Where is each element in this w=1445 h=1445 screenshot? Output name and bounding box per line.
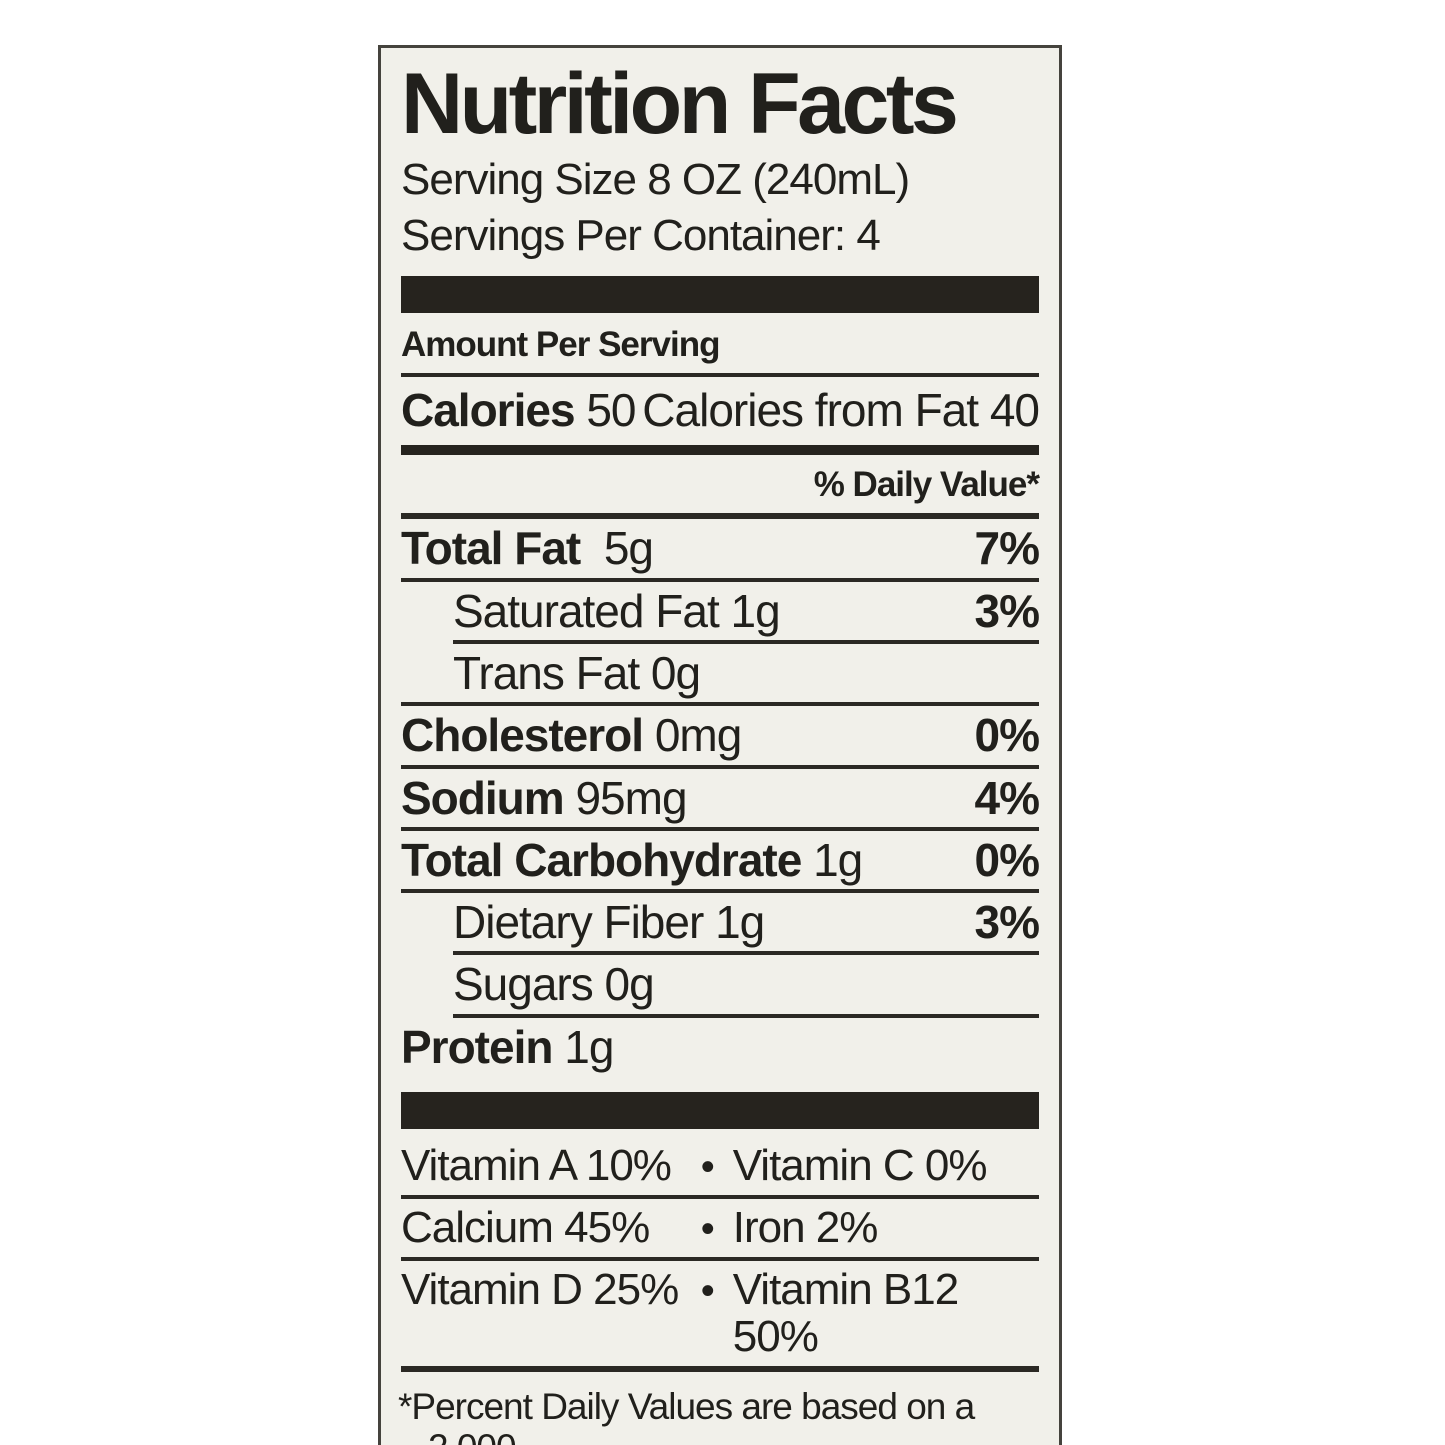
serving-size: Serving Size 8 OZ (240mL): [401, 154, 910, 204]
nutrient-dv: 3%: [974, 896, 1040, 949]
nutrient-row-protein: Protein 1g: [401, 1018, 1039, 1076]
nutrient-dv: 3%: [974, 584, 1040, 637]
calories-label: Calories: [401, 384, 576, 437]
footnote-line: *Percent Daily Values are based on a 2,0…: [398, 1385, 975, 1445]
vitamin-a: Vitamin A 10%: [401, 1140, 672, 1190]
divider-indented: [453, 951, 1039, 956]
vitamin-d: Vitamin D 25%: [401, 1265, 679, 1315]
bullet-separator: •: [700, 1207, 715, 1252]
amount-per-serving-label: Amount Per Serving: [401, 325, 720, 365]
daily-value-header: % Daily Value*: [813, 465, 1040, 505]
divider: [401, 1195, 1039, 1200]
divider: [401, 373, 1039, 378]
daily-value-footnote: *Percent Daily Values are based on a 2,0…: [398, 1385, 1039, 1445]
nutrient-name-amount: Total Carbohydrate 1g: [401, 833, 863, 886]
nutrient-dv: 4%: [974, 771, 1040, 824]
nutrient-name-amount: Sugars 0g: [453, 958, 655, 1011]
divider: [401, 513, 1039, 520]
calcium: Calcium 45%: [401, 1203, 650, 1253]
calories-row: Calories 50 Calories from Fat 40: [401, 377, 1040, 445]
nutrient-row-trans-fat: Trans Fat 0g: [401, 644, 1039, 702]
nutrient-dv: 0%: [974, 709, 1040, 762]
calories-value-group: Calories 50: [401, 383, 636, 437]
divider: [401, 764, 1039, 769]
separator-bar-bottom: [401, 1091, 1039, 1129]
nutrient-name-amount: Cholesterol 0mg: [401, 709, 742, 762]
serving-info: Serving Size 8 OZ (240mL) Servings Per C…: [401, 152, 1039, 265]
divider-indented: [453, 1013, 1039, 1018]
vitamin-row-1: Vitamin A 10% • Vitamin C 0%: [401, 1137, 1039, 1195]
nutrition-facts-label: Nutrition Facts Serving Size 8 OZ (240mL…: [378, 45, 1062, 1445]
divider-medium: [401, 445, 1039, 456]
calories-value: 50: [586, 384, 636, 437]
iron: Iron 2%: [732, 1203, 879, 1253]
nutrient-row-total-fat: Total Fat 5g 7%: [401, 519, 1040, 577]
divider-indented: [453, 639, 1039, 644]
divider: [401, 702, 1039, 707]
divider: [401, 1365, 1039, 1372]
nutrient-dv: 0%: [974, 833, 1040, 886]
bullet-separator: •: [700, 1144, 715, 1189]
nutrient-row-sodium: Sodium 95mg 4%: [401, 769, 1040, 827]
nutrient-row-total-carbohydrate: Total Carbohydrate 1g 0%: [401, 831, 1040, 889]
vitamin-c: Vitamin C 0%: [732, 1140, 988, 1190]
vitamin-b12: Vitamin B12 50%: [732, 1265, 959, 1361]
nutrient-row-saturated-fat: Saturated Fat 1g 3%: [401, 582, 1040, 640]
nutrient-name-amount: Trans Fat 0g: [453, 646, 701, 699]
divider: [401, 889, 1039, 894]
vitamin-row-2: Calcium 45% • Iron 2%: [401, 1199, 1039, 1257]
divider: [401, 826, 1039, 831]
nutrient-dv: 7%: [974, 522, 1040, 575]
divider: [401, 577, 1039, 582]
vitamin-row-3: Vitamin D 25% • Vitamin B12 50%: [401, 1261, 1039, 1365]
nutrient-row-sugars: Sugars 0g: [401, 955, 1039, 1013]
nutrient-name-amount: Dietary Fiber 1g: [453, 896, 765, 949]
divider: [401, 1257, 1039, 1262]
nutrient-name-amount: Sodium 95mg: [401, 771, 688, 824]
servings-per-container: Servings Per Container: 4: [401, 211, 881, 260]
nutrient-row-dietary-fiber: Dietary Fiber 1g 3%: [401, 893, 1040, 951]
nutrient-name-amount: Protein 1g: [401, 1020, 614, 1073]
nutrient-name-amount: Saturated Fat 1g: [453, 584, 781, 637]
calories-from-fat: Calories from Fat 40: [642, 384, 1040, 437]
bullet-separator: •: [700, 1269, 715, 1314]
nutrient-name-amount: Total Fat 5g: [401, 522, 654, 575]
label-title: Nutrition Facts: [401, 56, 959, 152]
nutrient-row-cholesterol: Cholesterol 0mg 0%: [401, 706, 1040, 764]
separator-bar-top: [401, 276, 1039, 314]
